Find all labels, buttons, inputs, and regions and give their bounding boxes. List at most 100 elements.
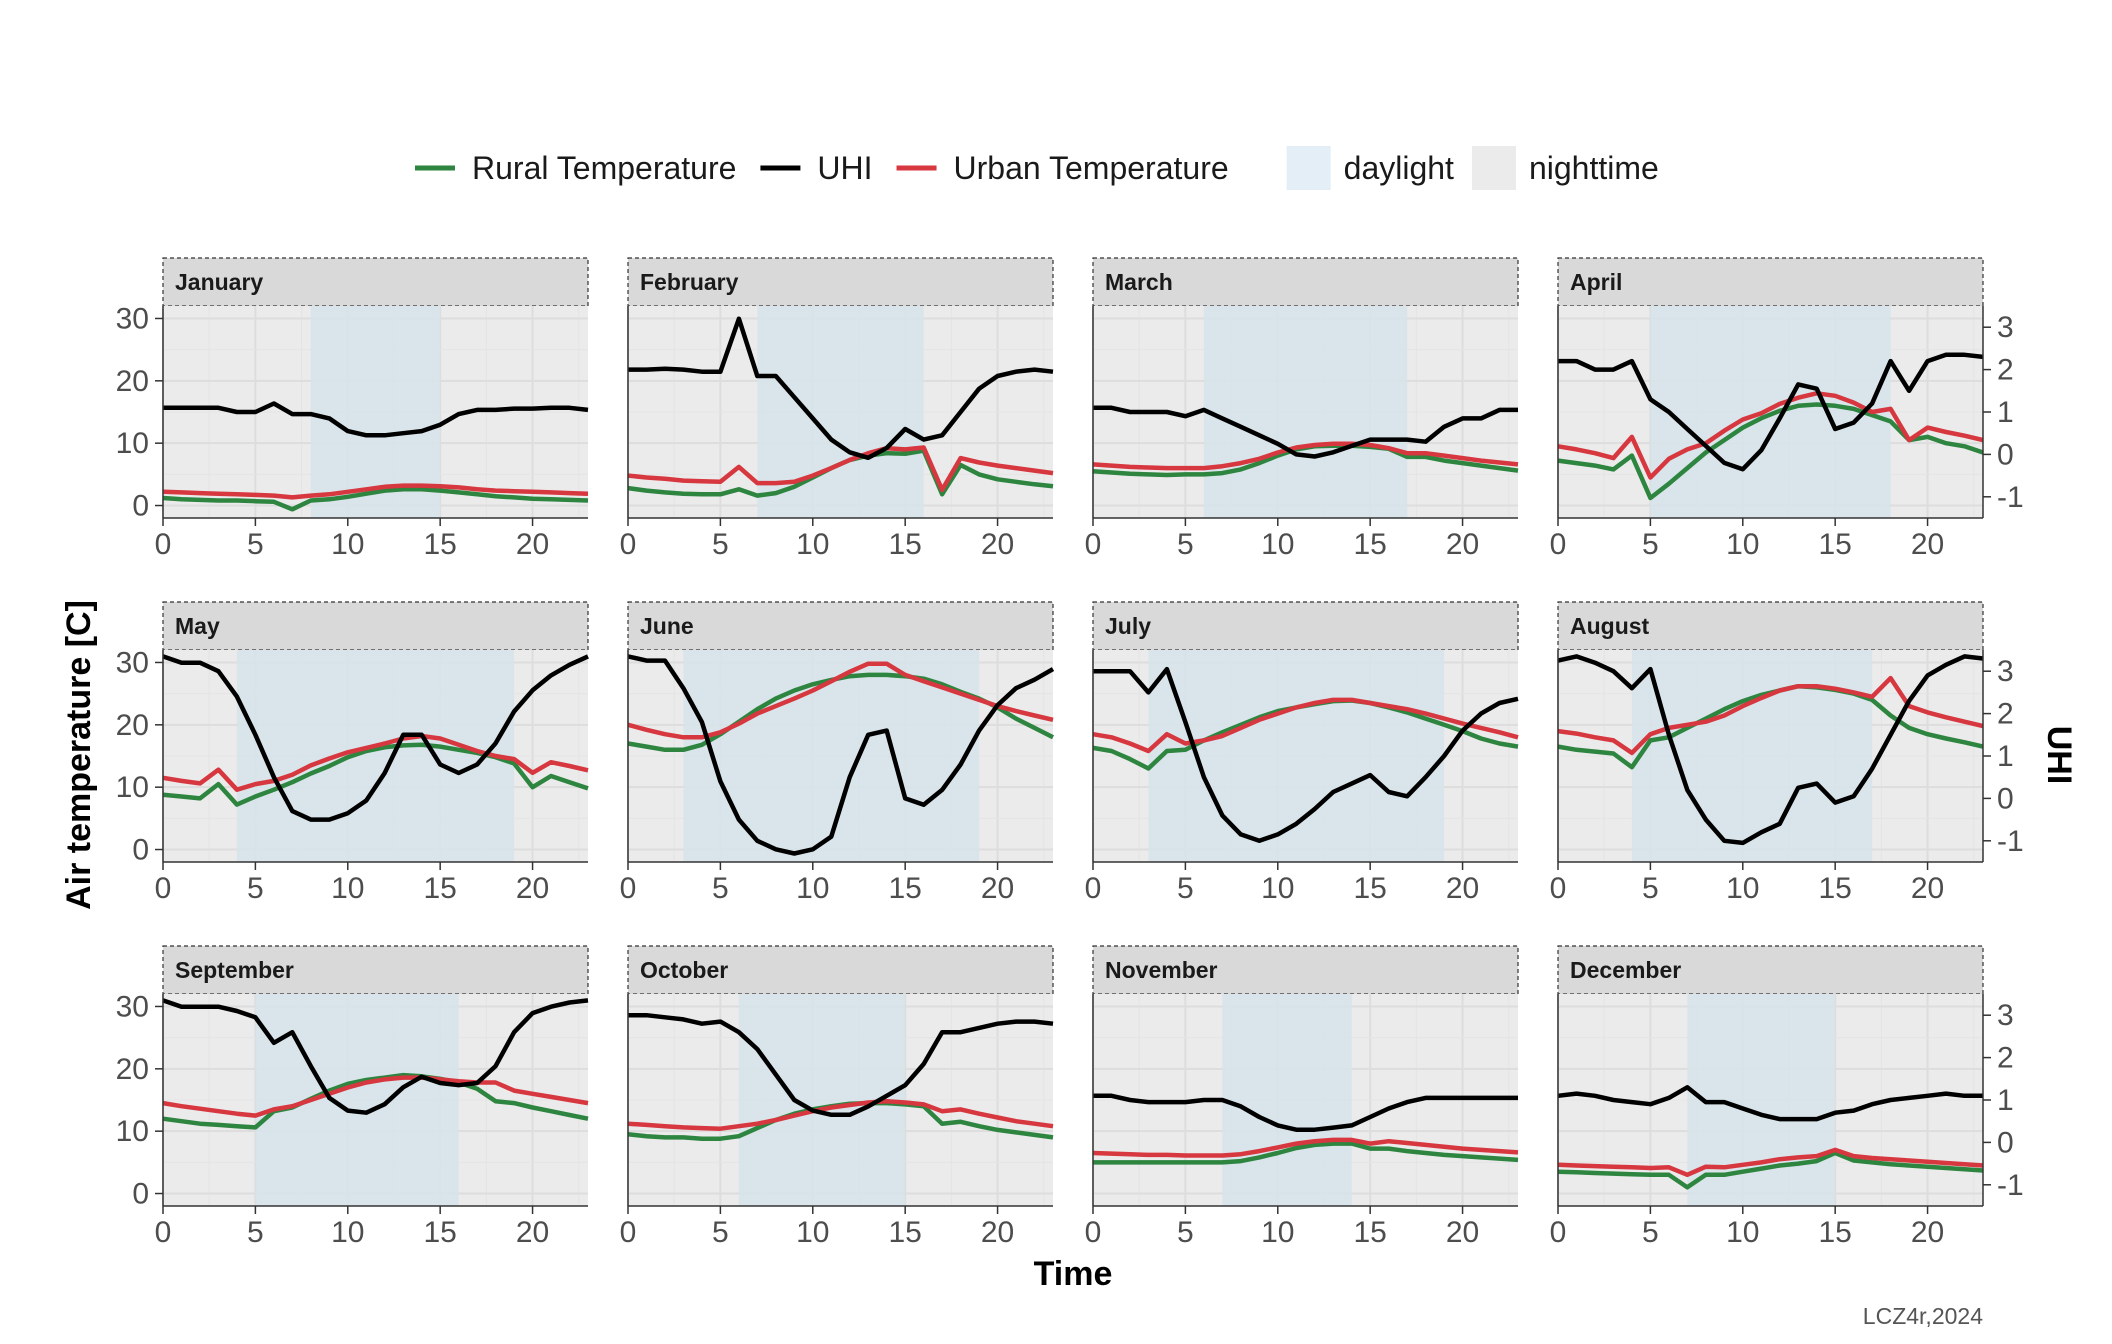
y-tick-label: 20 <box>116 365 149 398</box>
facet-strip-label: February <box>640 269 739 295</box>
facet-strip <box>162 257 589 307</box>
facet-strip <box>1557 257 1984 307</box>
x-tick-label: 15 <box>888 872 921 905</box>
x-tick-label: 10 <box>331 872 364 905</box>
y2-tick-label: 0 <box>1997 438 2014 471</box>
series-urban-temperature <box>162 1075 589 1118</box>
facet-strip <box>1092 601 1519 651</box>
facet-strip-label: December <box>1570 957 1681 983</box>
y2-tick-label: -1 <box>1997 481 2024 514</box>
facet-strip-label: June <box>640 613 694 639</box>
x-tick-label: 15 <box>1353 528 1386 561</box>
x-tick-label: 5 <box>1177 1216 1194 1249</box>
legend-label-0: Rural Temperature <box>472 150 736 186</box>
facet-strip-label: May <box>175 613 220 639</box>
x-tick-label: 15 <box>423 528 456 561</box>
y2-tick-label: -1 <box>1997 1169 2024 1202</box>
x-tick-label: 10 <box>796 1216 829 1249</box>
x-tick-label: 10 <box>1261 528 1294 561</box>
x-tick-label: 15 <box>1818 1216 1851 1249</box>
x-tick-label: 10 <box>796 872 829 905</box>
panel-june: June 0 5 10 15 20 <box>620 601 1055 905</box>
panel-november: November 0 5 10 15 20 <box>1085 945 1519 1249</box>
series-urban-temperature <box>1092 1137 1519 1158</box>
daylight-band <box>236 650 515 862</box>
x-tick-label: 15 <box>1353 872 1386 905</box>
series-rural-temperature <box>162 742 589 807</box>
x-tick-label: 20 <box>1446 1216 1479 1249</box>
series-uhi <box>163 401 589 438</box>
series-uhi <box>1093 666 1519 844</box>
series-uhi <box>627 654 1055 856</box>
panel-december: December 0 5 10 15 20 -1 0 1 2 3 <box>1550 945 2024 1249</box>
daylight-band <box>1203 306 1408 518</box>
legend-label-2: Urban Temperature <box>954 150 1229 186</box>
x-tick-label: 0 <box>1085 872 1102 905</box>
x-tick-label: 20 <box>1911 528 1944 561</box>
series-uhi <box>628 316 1054 461</box>
series-urban-temperature <box>627 661 1054 740</box>
series-uhi <box>1557 1085 1983 1122</box>
x-tick-label: 5 <box>247 528 264 561</box>
x-tick-label: 20 <box>1911 1216 1944 1249</box>
x-tick-label: 10 <box>1261 872 1294 905</box>
y2-tick-label: 3 <box>1997 999 2014 1032</box>
facet-strip <box>1557 601 1984 651</box>
x-tick-label: 5 <box>1642 1216 1659 1249</box>
facet-strip <box>627 601 1054 651</box>
series-urban-temperature <box>1557 1147 1984 1178</box>
x-tick-label: 5 <box>1177 528 1194 561</box>
x-tick-label: 0 <box>1550 1216 1567 1249</box>
series-uhi <box>162 998 589 1115</box>
x-tick-label: 0 <box>155 528 172 561</box>
series-uhi <box>1557 654 1984 846</box>
y-tick-label: 10 <box>116 1115 149 1148</box>
x-tick-label: 10 <box>1726 1216 1759 1249</box>
facet-strip <box>1092 945 1519 995</box>
x-tick-label: 10 <box>331 1216 364 1249</box>
x-tick-label: 0 <box>620 1216 637 1249</box>
x-tick-label: 5 <box>712 1216 729 1249</box>
series-urban-temperature <box>1557 675 1984 756</box>
x-tick-label: 0 <box>1550 872 1567 905</box>
x-tick-label: 20 <box>981 1216 1014 1249</box>
x-tick-label: 0 <box>1085 1216 1102 1249</box>
x-tick-label: 10 <box>1261 1216 1294 1249</box>
panel-october: October 0 5 10 15 20 <box>620 945 1054 1249</box>
y-tick-label: 20 <box>116 1053 149 1086</box>
daylight-band <box>1148 650 1445 862</box>
facet-strip <box>1557 945 1984 995</box>
series-rural-temperature <box>1557 1150 1984 1190</box>
x-tick-label: 5 <box>1177 872 1194 905</box>
legend-fill-key-1 <box>1471 146 1516 190</box>
x-axis-title: Time <box>1034 1255 1113 1293</box>
x-tick-label: 0 <box>155 872 172 905</box>
x-tick-label: 0 <box>155 1216 172 1249</box>
y2-tick-label: 2 <box>1997 354 2014 387</box>
y2-tick-label: 3 <box>1997 655 2014 688</box>
panel-august: August 0 5 10 15 20 -1 0 1 2 3 <box>1550 601 2024 905</box>
facet-strip-label: January <box>175 269 263 295</box>
legend-fill-key-0 <box>1286 146 1331 190</box>
facet-strip <box>627 257 1054 307</box>
series-uhi <box>1093 1093 1518 1132</box>
x-tick-label: 20 <box>1446 872 1479 905</box>
x-tick-label: 15 <box>1818 528 1851 561</box>
series-uhi <box>1558 352 1984 472</box>
y2-tick-label: 3 <box>1997 311 2014 344</box>
y-tick-label: 0 <box>132 834 149 867</box>
y2-tick-label: 2 <box>1997 1042 2014 1075</box>
facet-strip <box>162 601 589 651</box>
series-rural-temperature <box>1093 1141 1519 1165</box>
x-tick-label: 10 <box>331 528 364 561</box>
y-tick-label: 30 <box>116 990 149 1023</box>
facet-strip-label: April <box>1570 269 1622 295</box>
series-urban-temperature <box>627 1098 1054 1131</box>
x-tick-label: 15 <box>423 1216 456 1249</box>
facet-strip-label: July <box>1105 613 1151 639</box>
x-tick-label: 20 <box>516 1216 549 1249</box>
y-tick-label: 0 <box>132 490 149 523</box>
x-tick-label: 0 <box>620 872 637 905</box>
series-urban-temperature <box>1092 697 1519 754</box>
